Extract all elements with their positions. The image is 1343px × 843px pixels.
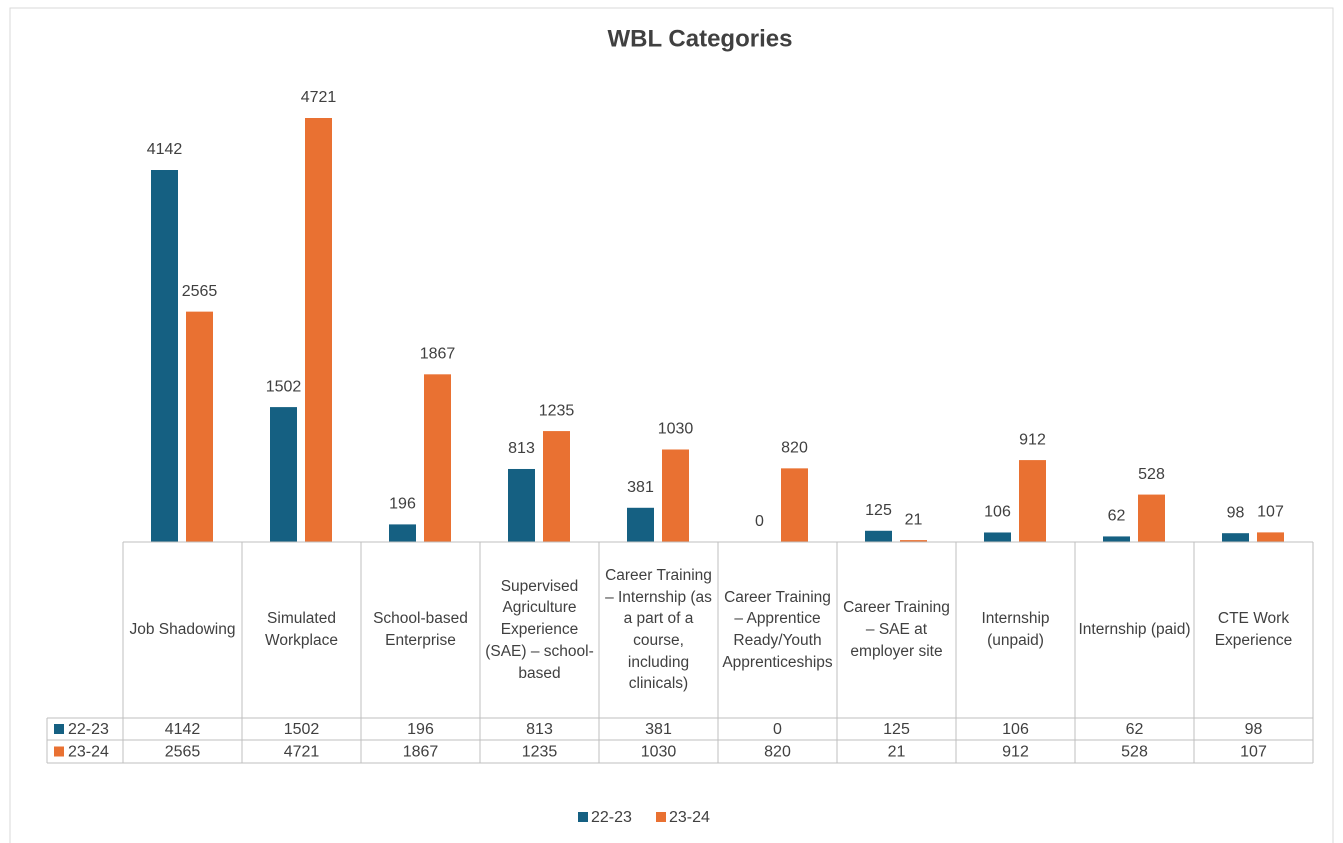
data-label: 1867 [420,346,456,363]
table-value: 62 [1126,721,1144,738]
chart-border [9,7,1334,843]
bar [424,374,451,542]
category-cell: Career Training – Apprentice Ready/Youth… [722,588,833,671]
legend-swatch [656,812,666,822]
category-cell: Job Shadowing [129,621,236,639]
bar [389,524,416,542]
table-value: 4142 [165,721,201,738]
table-value: 381 [645,721,672,738]
data-label: 98 [1227,504,1245,521]
x-tick-label: Job Shadowing [129,621,236,639]
table-value: 106 [1002,721,1029,738]
bar [1019,460,1046,542]
bar [151,170,178,542]
data-label: 528 [1138,466,1165,483]
table-value: 528 [1121,744,1148,761]
bar [508,468,535,542]
legend-key [54,724,64,734]
x-tick-label: Supervised Agriculture Experience (SAE) … [485,577,594,682]
table-value: 1235 [522,744,558,761]
table-value: 107 [1240,744,1267,761]
bar [662,449,689,542]
x-tick-label: Internship (paid) [1078,621,1191,639]
table-value: 912 [1002,744,1029,761]
bar [1257,532,1284,542]
legend-label: 23-24 [669,809,710,826]
legend-label: 22-23 [591,809,632,826]
data-label: 1502 [266,378,302,395]
data-label: 196 [389,496,416,513]
bar [1103,536,1130,542]
x-tick-label: CTE Work Experience [1214,610,1293,649]
data-label: 1235 [539,402,575,419]
data-label: 1030 [658,421,694,438]
bar [984,532,1011,542]
data-label: 912 [1019,431,1046,448]
table-value: 0 [773,721,782,738]
table-value: 1030 [641,744,677,761]
bar [900,540,927,542]
table-value: 813 [526,721,553,738]
legend-key [54,746,64,757]
table-series-label: 22-23 [68,721,109,738]
legend-swatch [578,812,588,822]
x-tick-label: Career Training – Internship (as a part … [605,566,712,693]
data-label: 107 [1257,504,1284,521]
data-label: 62 [1108,508,1126,525]
bar [1222,533,1249,542]
category-cell: Supervised Agriculture Experience (SAE) … [485,577,594,682]
data-label: 0 [755,513,764,530]
data-label: 21 [905,511,923,528]
bar [543,431,570,542]
table-series-label: 23-24 [68,744,109,761]
bar [865,530,892,542]
table-value: 1867 [403,744,439,761]
chart-title: WBL Categories [608,25,793,52]
data-label: 2565 [182,283,218,300]
table-value: 4721 [284,744,320,761]
data-label: 381 [627,479,654,496]
category-cell: Internship (unpaid) [981,610,1050,649]
data-label: 820 [781,440,808,457]
table-value: 2565 [165,744,201,761]
x-tick-label: Simulated Workplace [265,610,338,649]
category-cell: Simulated Workplace [265,610,338,649]
table-value: 21 [888,744,906,761]
category-cell: Internship (paid) [1078,621,1191,639]
data-label: 106 [984,504,1011,521]
bar [186,311,213,542]
x-tick-label: School-based Enterprise [373,610,468,649]
bar [781,468,808,542]
bar [270,407,297,542]
bar [1138,494,1165,542]
x-tick-label: Career Training – SAE at employer site [843,599,950,660]
x-tick-label: Career Training – Apprentice Ready/Youth… [722,588,833,671]
bar [305,118,332,542]
category-cell: CTE Work Experience [1214,610,1293,649]
data-label: 4142 [147,141,183,158]
table-value: 98 [1245,721,1263,738]
data-label: 813 [508,440,535,457]
x-tick-label: Internship (unpaid) [981,610,1050,649]
bar [627,507,654,542]
table-value: 820 [764,744,791,761]
category-cell: Career Training – SAE at employer site [843,599,950,660]
table-value: 196 [407,721,434,738]
category-cell: School-based Enterprise [373,610,468,649]
data-label: 4721 [301,89,337,106]
data-label: 125 [865,502,892,519]
table-value: 125 [883,721,910,738]
category-cell: Career Training – Internship (as a part … [605,566,712,693]
table-value: 1502 [284,721,320,738]
